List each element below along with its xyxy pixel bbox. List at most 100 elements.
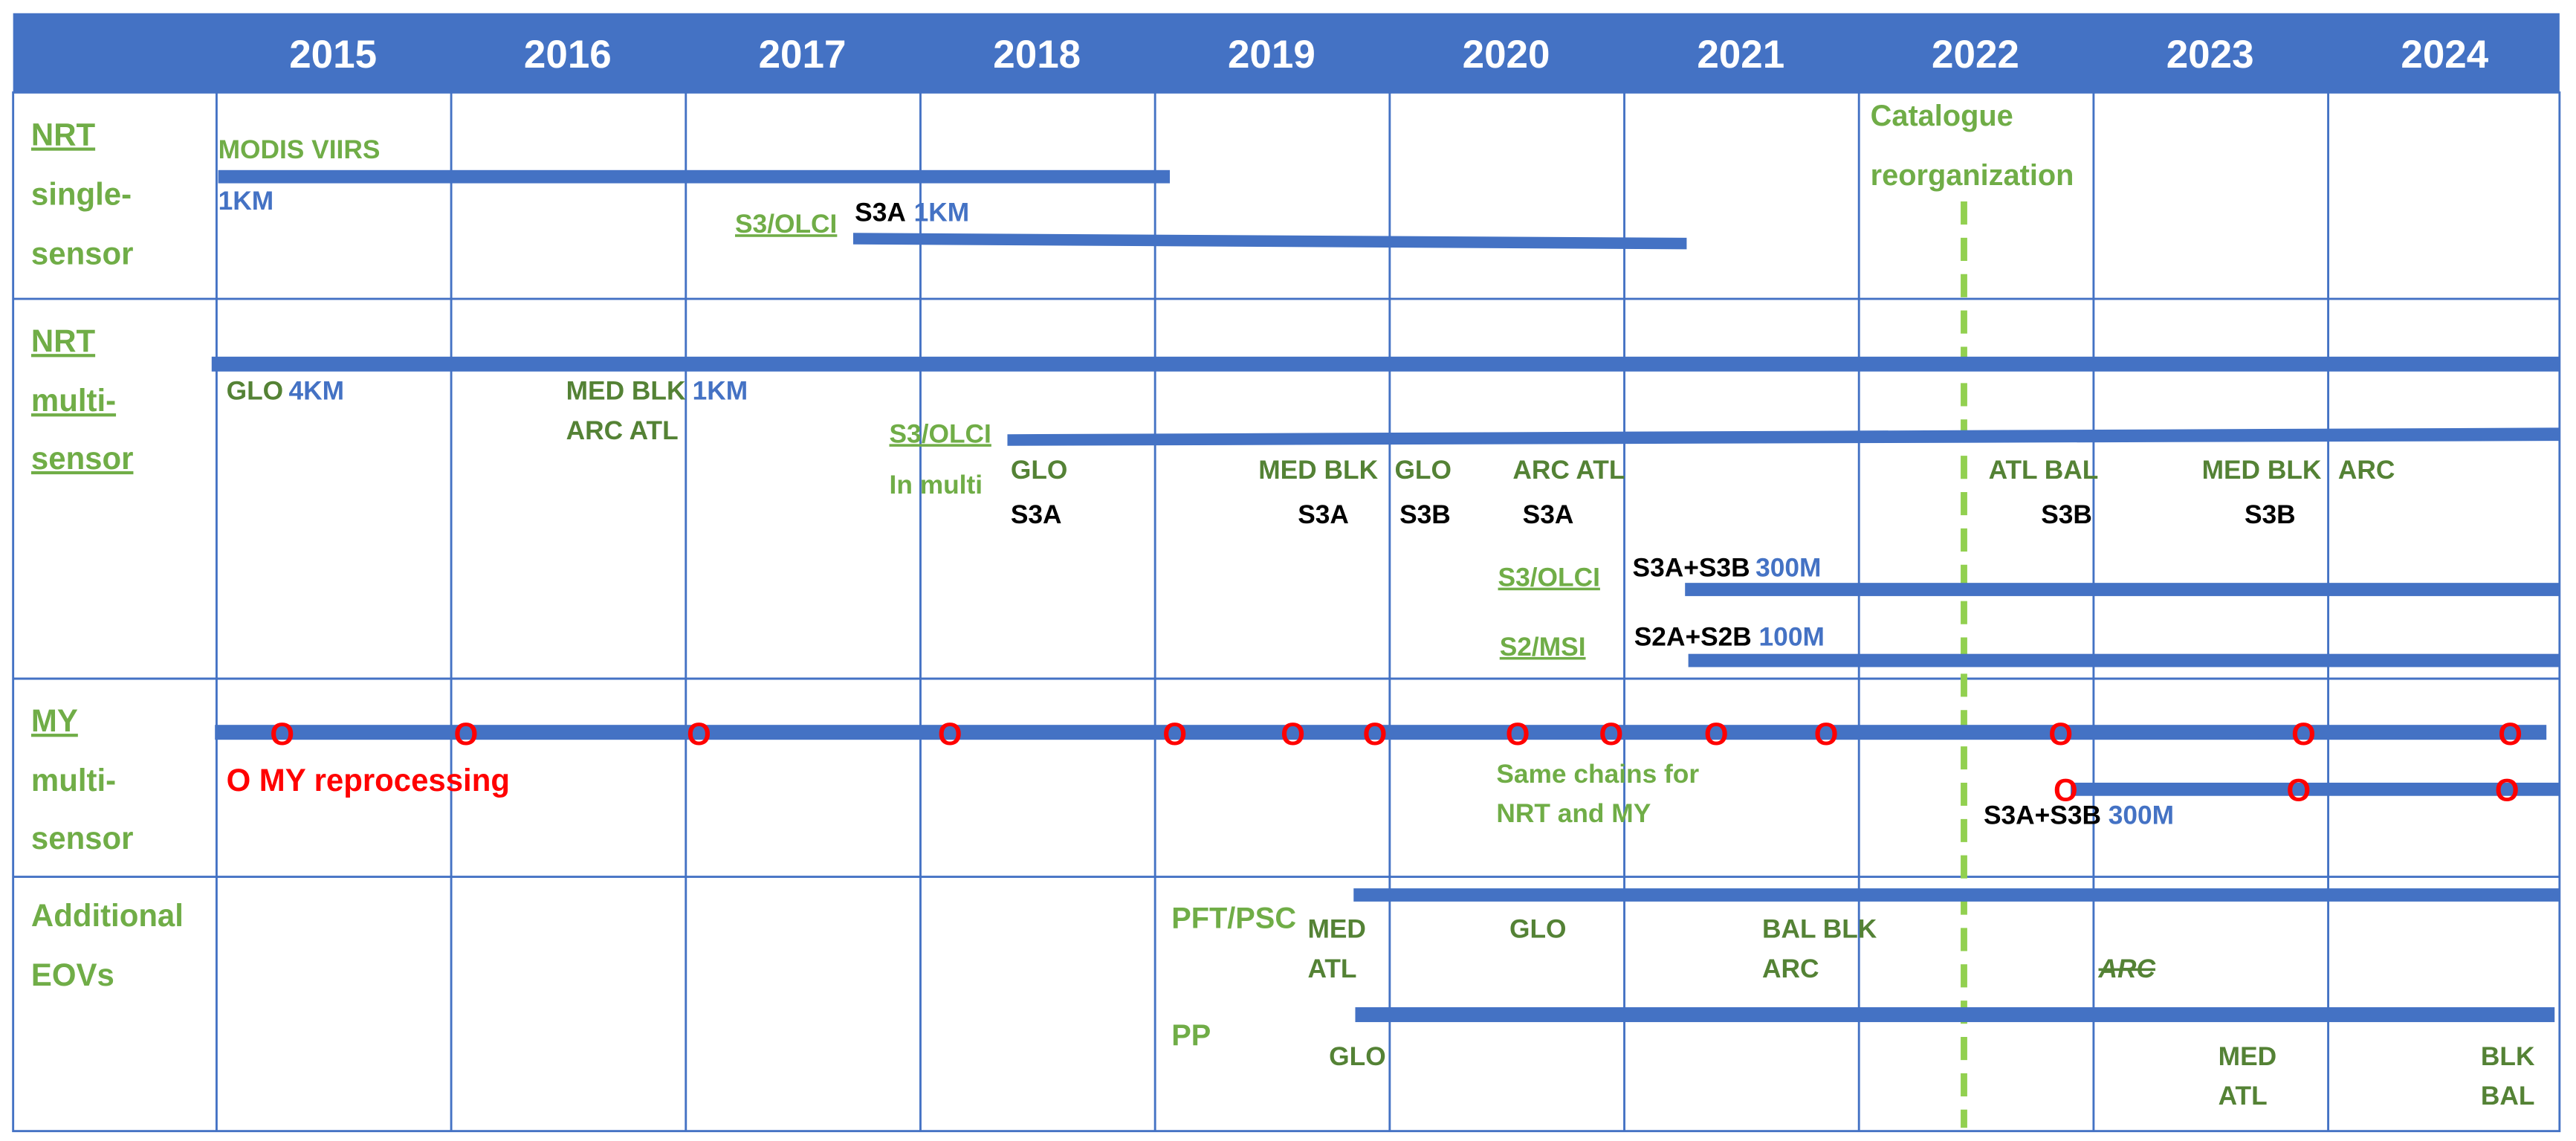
bar-my-multi [215, 725, 2547, 740]
reprocessing-marker: O [2495, 772, 2520, 807]
row-header-nrt-single-line3: sensor [31, 236, 134, 271]
reprocessing-marker: O [270, 717, 294, 751]
label-4km: 4KM [289, 375, 345, 405]
label-s3a-s3b: S3A+S3B [1633, 552, 1750, 582]
label-blk: BLK [2481, 1041, 2535, 1071]
bar-glo-4km [211, 356, 2560, 372]
label-arc-struck: ARC [2098, 954, 2156, 983]
reprocessing-marker: O [938, 717, 962, 751]
year-header-band [13, 13, 2560, 93]
label-s3-olci: S3/OLCI [890, 418, 991, 448]
year-2019: 2019 [1228, 33, 1315, 77]
row-header-my-multi-line3: sensor [31, 821, 134, 856]
label-1km: 1KM [914, 198, 970, 227]
year-2022: 2022 [1932, 33, 2019, 77]
catalogue-note-line2: reorganization [1871, 159, 2074, 192]
label-atl-bal: ATL BAL [1989, 455, 2099, 485]
label-s3-olci: S3/OLCI [1498, 562, 1600, 592]
label-pp: PP [1171, 1019, 1211, 1052]
bar-modis-viirs [218, 169, 1171, 184]
label-s3a: S3A [1298, 500, 1349, 529]
reprocessing-marker: O [2287, 772, 2311, 807]
label-s3b: S3B [1399, 500, 1451, 529]
label-1km: 1KM [219, 186, 274, 216]
label-atl: ATL [1307, 954, 1356, 983]
legend-my-reprocessing: MY reprocessing [259, 763, 510, 798]
note-same-chains-line1: Same chains for [1496, 759, 1699, 789]
row-header-nrt-single-line2: single- [31, 176, 132, 211]
label-s2a-s2b: S2A+S2B [1634, 621, 1752, 651]
label-glo: GLO [1394, 455, 1452, 485]
bar-pp [1355, 1007, 2555, 1023]
reprocessing-marker: O [1281, 717, 1305, 751]
label-med-blk: MED BLK [2202, 455, 2322, 485]
row-header-additional-line1: Additional [31, 898, 184, 933]
reprocessing-marker: O [2291, 717, 2316, 751]
label-arc: ARC [1762, 954, 1819, 983]
reprocessing-marker: O [1363, 717, 1388, 751]
label-100m: 100M [1759, 621, 1825, 651]
label-med-blk: MED BLK [1258, 455, 1378, 485]
label-arc-atl: ARC ATL [1512, 455, 1625, 485]
label-s3a: S3A [855, 198, 906, 227]
label-in-multi: In multi [890, 470, 983, 500]
bar-pft-psc [1353, 888, 2560, 902]
reprocessing-marker: O [1506, 717, 1530, 751]
label-pft-psc: PFT/PSC [1171, 902, 1296, 934]
year-2023: 2023 [2166, 33, 2254, 77]
row-header-nrt-multi-line2: multi- [31, 383, 116, 418]
year-2017: 2017 [759, 33, 847, 77]
label-s3a-s3b: S3A+S3B [1984, 800, 2101, 830]
label-med: MED [1307, 914, 1365, 944]
row-header-my-multi-line1: MY [31, 703, 78, 738]
reprocessing-marker: O [454, 717, 479, 751]
label-s3a: S3A [1011, 500, 1062, 529]
year-2016: 2016 [524, 33, 612, 77]
grid [12, 91, 2561, 1133]
row-header-nrt-multi-line1: NRT [31, 323, 95, 358]
label-modis-viirs: MODIS VIIRS [219, 135, 381, 164]
label-glo: GLO [1509, 914, 1567, 944]
reprocessing-marker: O [1814, 717, 1839, 751]
label-s3b: S3B [2245, 500, 2296, 529]
bar-my-300m [2070, 782, 2560, 796]
label-glo: GLO [1011, 455, 1068, 485]
label-med-blk: MED BLK [566, 375, 686, 405]
year-2020: 2020 [1463, 33, 1550, 77]
reprocessing-marker: O [2498, 717, 2522, 751]
label-bal: BAL [2481, 1081, 2535, 1111]
bar-s3-olci-single [852, 233, 1687, 250]
year-2018: 2018 [993, 33, 1081, 77]
year-2015: 2015 [289, 33, 377, 77]
label-glo: GLO [227, 375, 284, 405]
legend-marker: O [227, 763, 251, 798]
label-300m: 300M [1755, 552, 1821, 582]
reprocessing-marker: O [2054, 772, 2078, 807]
bar-s2-msi-100m [1688, 653, 2560, 668]
reprocessing-marker: O [1704, 717, 1729, 751]
label-s2-msi: S2/MSI [1500, 632, 1586, 662]
label-bal-blk: BAL BLK [1762, 914, 1877, 944]
row-header-nrt-multi-line3: sensor [31, 441, 134, 476]
label-glo: GLO [1329, 1041, 1386, 1071]
reprocessing-marker: O [687, 717, 711, 751]
bar-s3-olci-multi [1007, 427, 2560, 446]
reprocessing-marker: O [1162, 717, 1187, 751]
label-s3-olci: S3/OLCI [735, 209, 837, 239]
reprocessing-marker: O [2048, 717, 2073, 751]
row-header-additional-line2: EOVs [31, 957, 114, 992]
year-2021: 2021 [1697, 33, 1784, 77]
bar-s3-olci-300m [1685, 583, 2560, 596]
label-1km: 1KM [693, 375, 748, 405]
label-arc-atl: ARC ATL [566, 416, 679, 445]
label-s3b: S3B [2041, 500, 2092, 529]
row-header-my-multi-line2: multi- [31, 763, 116, 798]
label-atl: ATL [2219, 1081, 2268, 1111]
label-s3a: S3A [1523, 500, 1574, 529]
label-300m: 300M [2109, 800, 2174, 830]
label-arc: ARC [2338, 455, 2395, 485]
row-header-nrt-single-line1: NRT [31, 117, 95, 152]
timeline-bars [211, 169, 2560, 1023]
